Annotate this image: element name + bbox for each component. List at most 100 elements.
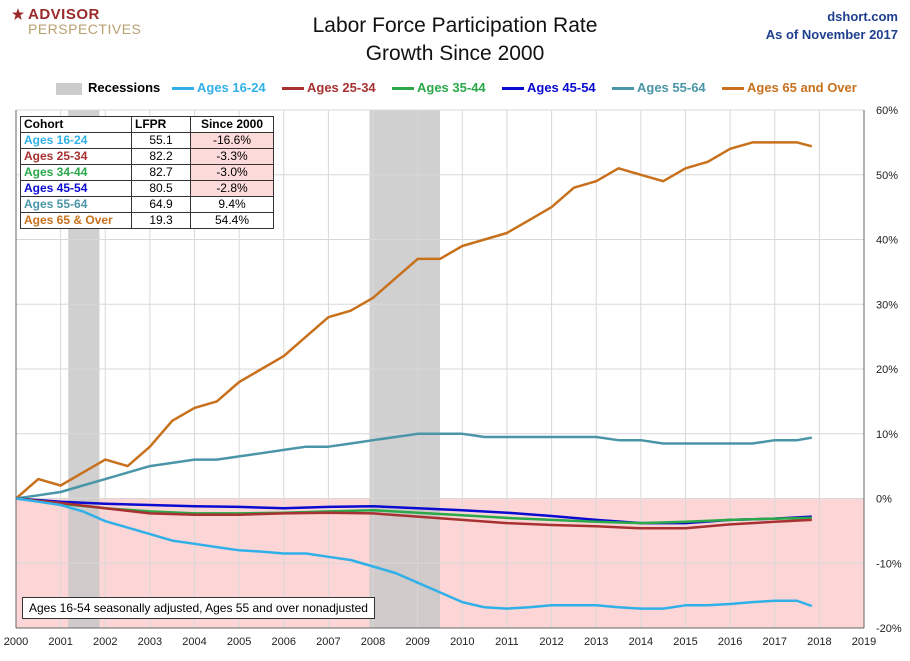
x-tick-label: 2005: [227, 636, 251, 648]
y-tick-labels: -20% -10% 0% 10% 20% 30% 40% 50% 60%: [876, 105, 902, 635]
lfpr-cell: 82.7: [131, 164, 191, 181]
source-site: dshort.com: [827, 9, 898, 24]
table-header: Cohort: [20, 116, 132, 133]
legend: Recessions Ages 16-24 Ages 25-34 Ages 35…: [0, 80, 910, 98]
x-tick-label: 2004: [182, 636, 206, 648]
x-tick-label: 2010: [450, 636, 474, 648]
table-header: Since 2000: [190, 116, 274, 133]
x-tick-label: 2007: [316, 636, 340, 648]
x-tick-label: 2019: [852, 636, 876, 648]
legend-label: Ages 55-64: [637, 80, 706, 95]
legend-swatch: [56, 82, 82, 95]
legend-swatch: [282, 87, 304, 91]
x-tick-label: 2008: [361, 636, 385, 648]
table-row: Ages 34-44 82.7 -3.0%: [20, 164, 274, 181]
since-cell: -16.6%: [190, 132, 274, 149]
x-tick-label: 2011: [495, 636, 519, 648]
y-tick-label: 30%: [876, 299, 898, 311]
since-cell: -3.3%: [190, 148, 274, 165]
x-tick-label: 2015: [673, 636, 697, 648]
x-tick-label: 2009: [405, 636, 429, 648]
x-tick-label: 2012: [539, 636, 563, 648]
x-tick-label: 2017: [762, 636, 786, 648]
legend-item: Ages 16-24: [172, 80, 266, 95]
lfpr-cell: 55.1: [131, 132, 191, 149]
title-line2: Growth Since 2000: [365, 42, 545, 65]
legend-item: Ages 55-64: [612, 80, 706, 95]
logo-star-icon: [12, 8, 24, 20]
lfpr-cell: 64.9: [131, 196, 191, 213]
since-cell: -3.0%: [190, 164, 274, 181]
y-tick-label: 60%: [876, 105, 898, 117]
cohort-cell: Ages 45-54: [20, 180, 132, 197]
x-tick-label: 2006: [272, 636, 296, 648]
series-line: [15, 497, 812, 530]
legend-label: Recessions: [88, 80, 161, 95]
x-tick-label: 2002: [93, 636, 117, 648]
lfpr-cell: 80.5: [131, 180, 191, 197]
legend-swatch: [722, 87, 744, 91]
legend-label: Ages 25-34: [307, 80, 376, 95]
chart-title: Labor Force Participation Rate Growth Si…: [0, 12, 910, 68]
x-tick-label: 2003: [138, 636, 162, 648]
logo-line1: ADVISOR: [28, 6, 100, 23]
source-date: As of November 2017: [765, 27, 898, 42]
since-cell: -2.8%: [190, 180, 274, 197]
x-tick-label: 2000: [4, 636, 28, 648]
cohort-cell: Ages 65 & Over: [20, 212, 132, 229]
legend-item: Ages 65 and Over: [722, 80, 857, 95]
source-block: dshort.com As of November 2017: [766, 8, 898, 44]
series-line: [15, 497, 813, 610]
lfpr-cell: 82.2: [131, 148, 191, 165]
footnote-box: Ages 16-54 seasonally adjusted, Ages 55 …: [22, 597, 375, 619]
y-tick-label: -10%: [876, 558, 902, 570]
series-lines: [15, 141, 813, 610]
series-line: [15, 497, 812, 525]
x-tick-label: 2001: [48, 636, 72, 648]
legend-label: Ages 35-44: [417, 80, 486, 95]
table-row: Ages 45-54 80.5 -2.8%: [20, 180, 274, 197]
x-tick-label: 2014: [629, 636, 653, 648]
summary-table: Cohort LFPR Since 2000 Ages 16-24 55.1 -…: [20, 116, 274, 229]
legend-swatch: [612, 87, 634, 91]
x-tick-label: 2013: [584, 636, 608, 648]
table-row: Ages 25-34 82.2 -3.3%: [20, 148, 274, 165]
y-tick-label: -20%: [876, 623, 902, 635]
y-tick-label: 20%: [876, 364, 898, 376]
x-tick-label: 2016: [718, 636, 742, 648]
legend-swatch: [172, 87, 194, 91]
x-tick-labels: 2000 2001 2002 2003 2004 2005 2006 2007 2008 2009…: [4, 636, 876, 648]
table-header: LFPR: [131, 116, 191, 133]
cohort-cell: Ages 16-24: [20, 132, 132, 149]
logo-line2: PERSPECTIVES: [28, 21, 142, 37]
table-row: Ages 16-24 55.1 -16.6%: [20, 132, 274, 149]
table-header-row: Cohort LFPR Since 2000: [20, 116, 274, 133]
legend-swatch: [392, 87, 414, 91]
axes: [15, 110, 865, 629]
title-line1: Labor Force Participation Rate: [312, 14, 598, 37]
legend-label: Ages 65 and Over: [747, 80, 857, 95]
table-row: Ages 65 & Over 19.3 54.4%: [20, 212, 274, 229]
y-tick-label: 50%: [876, 170, 898, 182]
legend-label: Ages 16-24: [197, 80, 266, 95]
legend-item: Ages 45-54: [502, 80, 596, 95]
table-row: Ages 55-64 64.9 9.4%: [20, 196, 274, 213]
cohort-cell: Ages 55-64: [20, 196, 132, 213]
since-cell: 54.4%: [190, 212, 274, 229]
legend-item: Ages 25-34: [282, 80, 376, 95]
y-tick-label: 40%: [876, 235, 898, 247]
legend-swatch: [502, 87, 524, 91]
series-line: [15, 432, 813, 500]
legend-recessions: Recessions: [56, 80, 160, 95]
series-line: [15, 497, 812, 525]
since-cell: 9.4%: [190, 196, 274, 213]
legend-label: Ages 45-54: [527, 80, 596, 95]
x-tick-label: 2018: [807, 636, 831, 648]
lfpr-cell: 19.3: [131, 212, 191, 229]
series-line: [15, 141, 813, 500]
y-tick-label: 10%: [876, 429, 898, 441]
legend-item: Ages 35-44: [392, 80, 486, 95]
cohort-cell: Ages 25-34: [20, 148, 132, 165]
cohort-cell: Ages 34-44: [20, 164, 132, 181]
